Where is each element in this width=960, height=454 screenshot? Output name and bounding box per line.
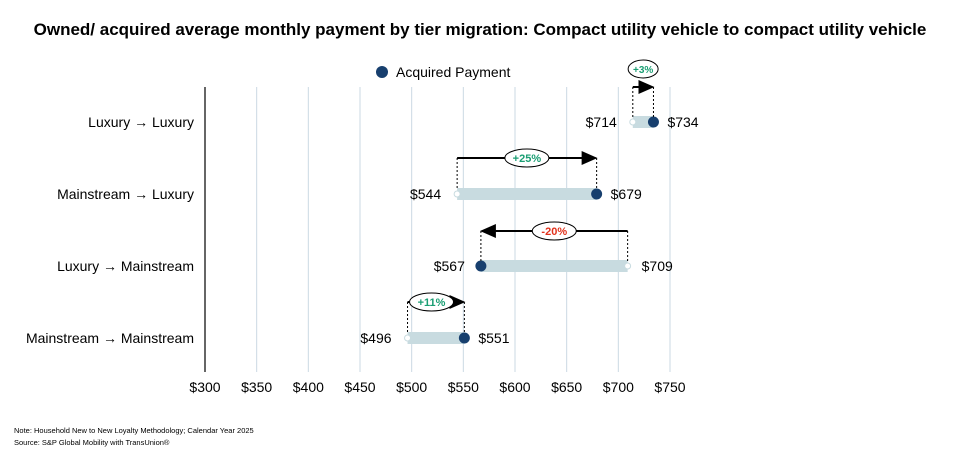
change-label: +25% — [513, 153, 542, 165]
x-tick-label: $550 — [448, 379, 479, 395]
acquired-dot — [647, 116, 659, 128]
category-label: Luxury → Luxury — [88, 114, 194, 130]
category-label: Mainstream → Mainstream — [26, 330, 194, 346]
change-badge — [409, 292, 455, 312]
x-tick-label: $750 — [654, 379, 685, 395]
change-label: -20% — [541, 226, 567, 238]
owned-value-label: $544 — [410, 186, 441, 202]
acquired-value-label: $679 — [611, 186, 642, 202]
change-badge — [531, 221, 577, 241]
x-tick-label: $450 — [344, 379, 375, 395]
chart-title: Owned/ acquired average monthly payment … — [33, 20, 927, 39]
x-tick-label: $650 — [551, 379, 582, 395]
owned-value-label: $714 — [586, 114, 617, 130]
owned-marker — [629, 118, 637, 126]
acquired-dot — [475, 260, 487, 272]
acquired-dot — [458, 332, 470, 344]
change-badge — [504, 148, 550, 168]
note-text: Note: Household New to New Loyalty Metho… — [14, 426, 254, 435]
legend-marker — [376, 66, 388, 78]
change-badge — [627, 59, 659, 79]
category-label: Mainstream → Luxury — [57, 186, 194, 202]
change-label: +3% — [633, 65, 653, 76]
x-tick-label: $300 — [189, 379, 220, 395]
source-text: Source: S&P Global Mobility with TransUn… — [14, 438, 170, 447]
owned-marker — [624, 262, 632, 270]
change-label: +11% — [418, 297, 446, 309]
owned-value-label: $496 — [360, 330, 391, 346]
owned-marker — [453, 190, 461, 198]
acquired-value-label: $734 — [667, 114, 698, 130]
acquired-value-label: $567 — [434, 258, 465, 274]
owned-value-label: $709 — [642, 258, 673, 274]
category-label: Luxury → Mainstream — [57, 258, 194, 274]
footnotes: Note: Household New to New Loyalty Metho… — [14, 425, 254, 449]
x-tick-label: $400 — [293, 379, 324, 395]
acquired-value-label: $551 — [478, 330, 509, 346]
x-tick-label: $700 — [603, 379, 634, 395]
x-tick-label: $500 — [396, 379, 427, 395]
x-tick-label: $600 — [499, 379, 530, 395]
legend-label: Acquired Payment — [396, 64, 511, 80]
x-tick-label: $350 — [241, 379, 272, 395]
acquired-dot — [591, 188, 603, 200]
owned-marker — [404, 334, 412, 342]
